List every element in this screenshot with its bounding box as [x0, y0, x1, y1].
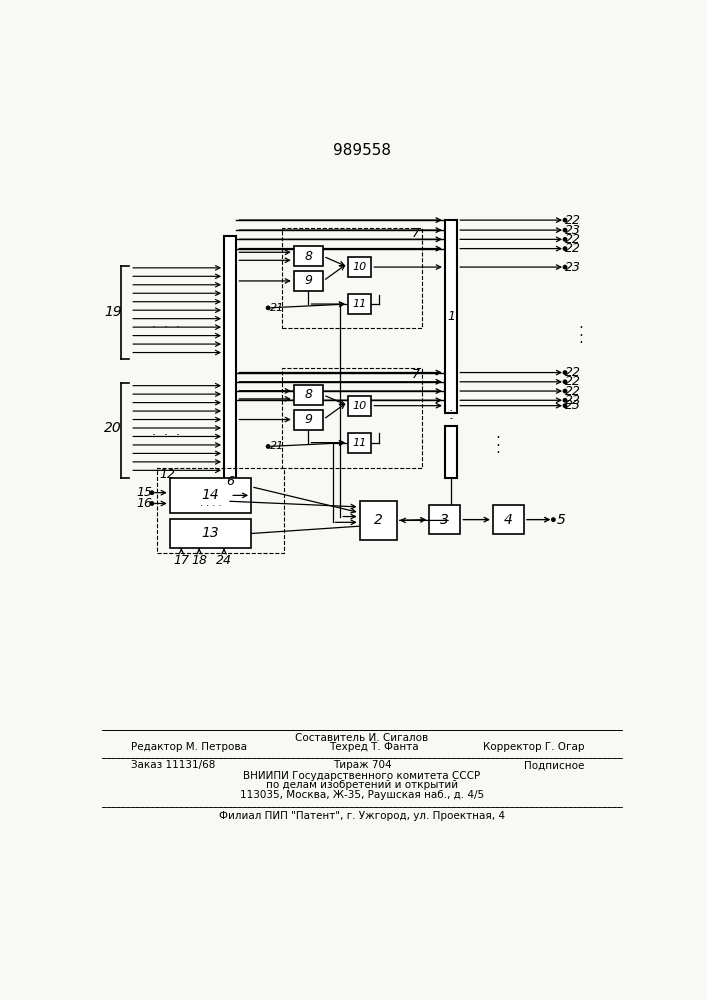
- Text: 7: 7: [411, 368, 419, 381]
- Bar: [170, 478, 251, 513]
- Text: 23: 23: [565, 261, 580, 274]
- Text: 22: 22: [565, 233, 580, 246]
- Text: 6: 6: [226, 475, 234, 488]
- Bar: [156, 468, 284, 553]
- Text: 21: 21: [269, 303, 284, 313]
- Text: 22: 22: [565, 214, 580, 227]
- Bar: [348, 257, 371, 277]
- Text: ·: ·: [450, 415, 452, 425]
- Circle shape: [563, 265, 567, 269]
- Text: 11: 11: [353, 299, 367, 309]
- Text: · · · ·: · · · ·: [200, 501, 221, 511]
- Bar: [360, 501, 397, 540]
- Bar: [445, 220, 457, 413]
- Text: 11: 11: [353, 438, 367, 448]
- Circle shape: [563, 399, 567, 402]
- Text: 13: 13: [201, 526, 219, 540]
- Text: 24: 24: [216, 554, 232, 567]
- Text: ·: ·: [578, 329, 583, 343]
- Circle shape: [150, 502, 153, 505]
- Text: ·  ·  ·: · · ·: [152, 429, 180, 442]
- Circle shape: [150, 491, 153, 494]
- Circle shape: [563, 238, 567, 241]
- Bar: [170, 519, 251, 548]
- Text: 18: 18: [191, 554, 207, 567]
- Circle shape: [563, 380, 567, 383]
- Text: 23: 23: [565, 399, 580, 412]
- Text: 20: 20: [105, 421, 122, 435]
- Text: ·: ·: [496, 431, 500, 445]
- Text: 16: 16: [136, 497, 152, 510]
- Text: 14: 14: [201, 488, 219, 502]
- Text: Корректор Г. Огар: Корректор Г. Огар: [483, 742, 585, 752]
- Bar: [348, 396, 371, 416]
- Text: Тираж 704: Тираж 704: [332, 760, 391, 770]
- Text: ВНИИПИ Государственного комитета СССР: ВНИИПИ Государственного комитета СССР: [243, 771, 481, 781]
- Bar: [348, 294, 371, 314]
- Text: ·: ·: [578, 336, 583, 350]
- Text: 19: 19: [105, 306, 122, 320]
- Circle shape: [563, 389, 567, 393]
- Circle shape: [563, 218, 567, 222]
- Text: 9: 9: [305, 274, 312, 287]
- Circle shape: [563, 228, 567, 232]
- Bar: [293, 385, 323, 405]
- Circle shape: [563, 371, 567, 374]
- Text: 3: 3: [440, 513, 450, 527]
- Text: 8: 8: [305, 250, 312, 263]
- Text: 21: 21: [269, 441, 284, 451]
- Text: 23: 23: [565, 224, 580, 237]
- Bar: [224, 235, 236, 497]
- Bar: [348, 433, 371, 453]
- Text: по делам изобретений и открытий: по делам изобретений и открытий: [266, 780, 458, 790]
- Text: ·: ·: [496, 446, 500, 460]
- Text: ·: ·: [449, 405, 453, 418]
- Text: 22: 22: [565, 366, 580, 379]
- Text: 22: 22: [565, 385, 580, 398]
- Circle shape: [267, 445, 270, 448]
- Text: 7: 7: [411, 227, 419, 240]
- Circle shape: [267, 306, 270, 310]
- Bar: [429, 505, 460, 534]
- Bar: [493, 505, 524, 534]
- Circle shape: [563, 404, 567, 407]
- Circle shape: [551, 518, 555, 521]
- Bar: [445, 426, 457, 478]
- Text: 2: 2: [374, 513, 382, 527]
- Circle shape: [563, 247, 567, 250]
- Text: Составитель И. Сигалов: Составитель И. Сигалов: [296, 733, 428, 743]
- Text: 113035, Москва, Ж-35, Раушская наб., д. 4/5: 113035, Москва, Ж-35, Раушская наб., д. …: [240, 790, 484, 800]
- Text: 10: 10: [353, 262, 367, 272]
- Text: 17: 17: [173, 554, 189, 567]
- Text: 15: 15: [136, 486, 152, 499]
- Text: ·: ·: [578, 321, 583, 335]
- Text: 1: 1: [447, 310, 455, 323]
- Bar: [293, 271, 323, 291]
- Bar: [282, 368, 421, 468]
- Text: 5: 5: [556, 513, 566, 527]
- Text: ·  ·  ·: · · ·: [152, 321, 180, 334]
- Text: 22: 22: [565, 242, 580, 255]
- Text: Редактор М. Петрова: Редактор М. Петрова: [131, 742, 247, 752]
- Text: 10: 10: [353, 401, 367, 411]
- Text: 22: 22: [565, 375, 580, 388]
- Text: ·: ·: [449, 421, 453, 434]
- Bar: [282, 228, 421, 328]
- Text: 9: 9: [305, 413, 312, 426]
- Bar: [293, 246, 323, 266]
- Text: ·: ·: [449, 413, 453, 426]
- Bar: [293, 410, 323, 430]
- Text: 8: 8: [305, 388, 312, 401]
- Text: Филиал ПИП "Патент", г. Ужгород, ул. Проектная, 4: Филиал ПИП "Патент", г. Ужгород, ул. Про…: [219, 811, 505, 821]
- Text: Заказ 11131/68: Заказ 11131/68: [131, 760, 216, 770]
- Text: 22: 22: [565, 394, 580, 407]
- Text: ·: ·: [496, 439, 500, 453]
- Text: 4: 4: [504, 513, 513, 527]
- Text: Подписное: Подписное: [524, 760, 585, 770]
- Text: Техред Т. Фанта: Техред Т. Фанта: [329, 742, 419, 752]
- Text: 12: 12: [160, 468, 175, 481]
- Text: 989558: 989558: [333, 143, 391, 158]
